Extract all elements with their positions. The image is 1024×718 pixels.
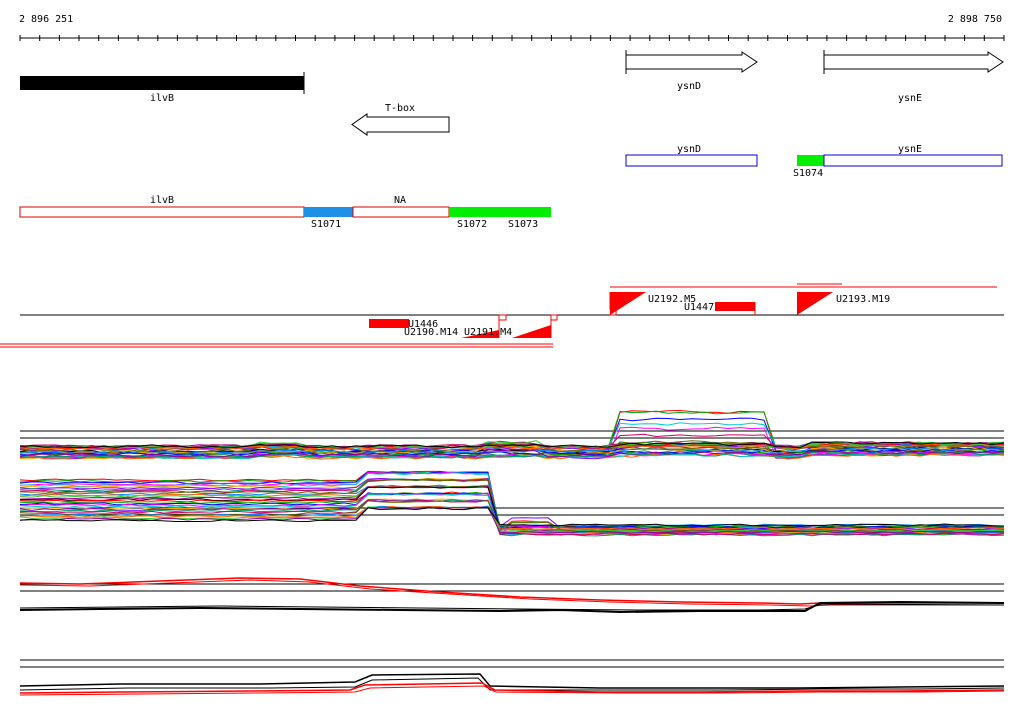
gene-ysne-label: ysnE bbox=[898, 93, 922, 104]
feature-u2192[interactable]: U2192.M5 bbox=[609, 292, 696, 316]
transcript-ysne[interactable]: ysnE S1074 bbox=[793, 144, 1003, 179]
transcript-na[interactable]: NA bbox=[352, 195, 450, 218]
start-coordinate: 2 896 251 bbox=[19, 14, 73, 25]
feature-u2193-label: U2193.M19 bbox=[836, 294, 890, 305]
gene-ysnd-label: ysnD bbox=[677, 81, 701, 92]
transcript-ysne-label: ysnE bbox=[898, 144, 922, 155]
transcript-track: ysnD ysnE S1074 ilvB S1071 NA S1072 S107… bbox=[19, 144, 1003, 230]
transcript-ysnd[interactable]: ysnD bbox=[625, 144, 758, 167]
segment-s1072-s1073[interactable]: S1072 S1073 bbox=[449, 207, 551, 230]
feature-u1447[interactable]: U1447 bbox=[684, 302, 756, 315]
feature-track: U2192.M5 U1447 U2193.M19 U1446 U2190.M14… bbox=[0, 283, 1004, 348]
segment-s1072-label: S1072 bbox=[457, 219, 487, 230]
transcript-ysnd-label: ysnD bbox=[677, 144, 701, 155]
segment-s1071-label: S1071 bbox=[311, 219, 341, 230]
coordinate-ruler: 2 896 251 2 898 750 bbox=[19, 14, 1005, 41]
feature-u1446-label: U1446 bbox=[408, 319, 438, 330]
transcript-na-label: NA bbox=[394, 195, 406, 206]
segment-s1074-label: S1074 bbox=[793, 168, 823, 179]
transcript-ilvb[interactable]: ilvB bbox=[19, 195, 305, 218]
feature-u2191[interactable]: U2191.M4 bbox=[464, 314, 558, 338]
feature-u2193[interactable]: U2193.M19 bbox=[797, 292, 890, 315]
expression-track-4 bbox=[19, 659, 1005, 696]
feature-u2190-label: U2190.M14 bbox=[404, 327, 458, 338]
expression-track-2 bbox=[19, 470, 1005, 537]
feature-u2191-label: U2191.M4 bbox=[464, 327, 512, 338]
expression-track-3 bbox=[19, 577, 1005, 614]
segment-s1073-label: S1073 bbox=[508, 219, 538, 230]
gene-ysne[interactable]: ysnE bbox=[823, 50, 1004, 104]
feature-u1447-label: U1447 bbox=[684, 302, 714, 313]
gene-track: ilvB T-box ysnD ysnE bbox=[20, 50, 1004, 136]
segment-s1071[interactable]: S1071 bbox=[304, 207, 353, 230]
gene-tbox-label: T-box bbox=[385, 103, 415, 114]
gene-ysnd[interactable]: ysnD bbox=[625, 50, 758, 92]
gene-tbox[interactable]: T-box bbox=[351, 103, 450, 136]
end-coordinate: 2 898 750 bbox=[948, 14, 1002, 25]
gene-ilvb[interactable]: ilvB bbox=[20, 72, 305, 104]
gene-ilvb-label: ilvB bbox=[150, 93, 174, 104]
feature-u1446[interactable]: U1446 bbox=[369, 319, 438, 330]
feature-u2190[interactable]: U2190.M14 bbox=[404, 314, 507, 338]
expression-track-1 bbox=[19, 409, 1005, 460]
transcript-ilvb-label: ilvB bbox=[150, 195, 174, 206]
feature-u2192-label: U2192.M5 bbox=[648, 294, 696, 305]
